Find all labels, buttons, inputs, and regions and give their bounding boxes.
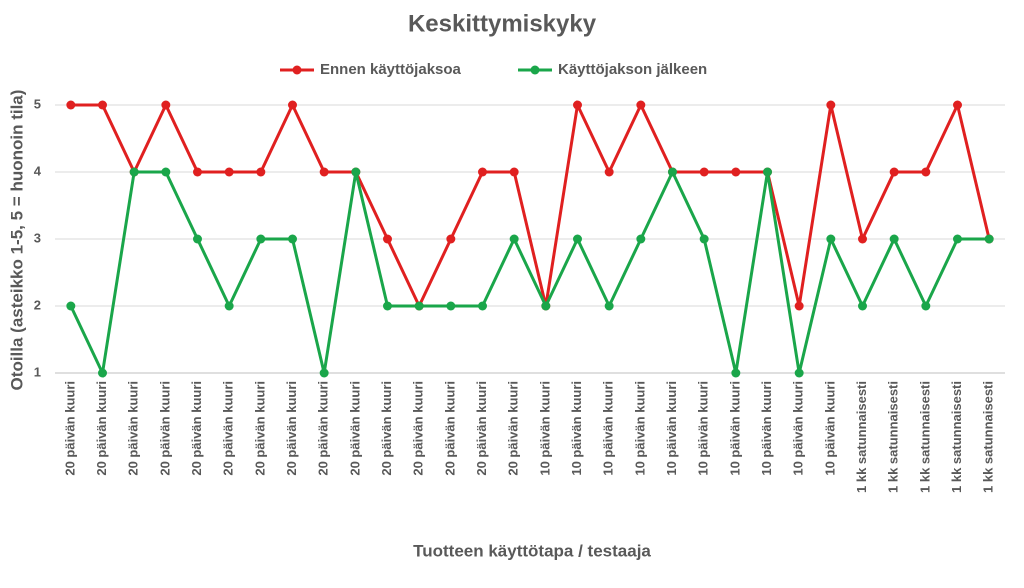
x-tick-label: 1 kk satunnaisesti [981,381,996,493]
legend-marker [292,65,302,75]
point [699,234,709,244]
y-axis-title: Otoilla (asteikko 1-5, 5 = huonoin tila) [7,90,26,391]
point [478,301,487,311]
point [446,234,456,244]
x-tick-label: 10 päivän kuuri [632,381,647,476]
x-tick-label: 10 päivän kuuri [791,381,806,476]
x-tick-label: 20 päivän kuuri [347,381,362,476]
point [889,234,899,244]
point [794,368,804,378]
x-tick-label: 20 päivän kuuri [252,381,267,476]
point [193,167,202,177]
point [66,100,76,110]
x-tick-label: 20 päivän kuuri [94,381,109,476]
point [224,301,234,311]
point [984,234,994,244]
x-tick-label: 10 päivän kuuri [569,381,584,476]
point [858,234,867,244]
x-tick-label: 10 päivän kuuri [759,381,774,476]
y-tick-label: 4 [34,163,42,178]
point [604,301,614,311]
x-tick-label: 1 kk satunnaisesti [886,381,901,493]
series-line [69,168,990,379]
point [256,167,266,177]
point [161,167,171,177]
x-tick-label: 20 päivän kuuri [189,381,204,476]
x-tick-label: 20 päivän kuuri [62,381,77,476]
point [478,167,487,177]
x-tick-label: 20 päivän kuuri [474,381,489,476]
y-tick-label: 1 [34,364,41,379]
point [509,167,519,177]
chart-title: Keskittymiskyky [408,10,597,37]
x-tick-label: 1 kk satunnaisesti [854,381,869,493]
point [256,234,266,244]
point [446,301,456,311]
y-tick-label: 3 [34,230,41,245]
point [66,301,76,311]
x-axis-title: Tuotteen käyttötapa / testaaja [413,541,651,560]
point [668,167,677,177]
point [636,234,646,244]
point [414,301,424,311]
legend-label: Ennen käyttöjaksoa [320,61,462,78]
point [573,234,582,244]
point [731,368,741,378]
x-tick-label: 10 päivän kuuri [664,381,679,476]
y-tick-label: 5 [34,96,41,111]
point [129,167,139,177]
point [383,234,392,244]
point [731,167,741,177]
point [288,234,297,244]
point [699,167,709,177]
point [224,167,234,177]
point [541,301,551,311]
legend-label: Käyttöjakson jälkeen [558,61,707,78]
point [288,100,297,110]
point [193,234,202,244]
point [161,100,171,110]
point [921,167,931,177]
point [794,301,804,311]
point [98,100,107,110]
x-tick-label: 1 kk satunnaisesti [917,381,932,493]
x-tick-label: 20 päivän kuuri [284,381,299,476]
point [858,301,867,311]
point [319,368,329,378]
x-tick-label: 1 kk satunnaisesti [949,381,964,493]
point [509,234,519,244]
x-tick-label: 20 päivän kuuri [442,381,457,476]
series-line [70,99,991,310]
point [763,167,772,177]
x-tick-label: 10 päivän kuuri [537,381,552,476]
x-tick-label: 20 päivän kuuri [126,381,141,476]
point [604,167,614,177]
point [921,301,931,311]
point [98,368,107,378]
point [953,234,962,244]
x-tick-label: 20 päivän kuuri [157,381,172,476]
x-tick-label: 10 päivän kuuri [822,381,837,476]
point [351,167,361,177]
x-tick-label: 20 päivän kuuri [221,381,236,476]
x-tick-label: 20 päivän kuuri [506,381,521,476]
x-tick-label: 10 päivän kuuri [727,381,742,476]
legend-marker [530,65,540,75]
point [953,100,962,110]
point [826,100,836,110]
x-tick-label: 20 päivän kuuri [379,381,394,476]
point [826,234,836,244]
x-tick-label: 10 päivän kuuri [696,381,711,476]
point [573,100,582,110]
x-tick-label: 20 päivän kuuri [316,381,331,476]
point [383,301,392,311]
point [319,167,329,177]
point [889,167,899,177]
x-tick-label: 10 päivän kuuri [601,381,616,476]
y-tick-label: 2 [34,297,41,312]
point [636,100,646,110]
x-tick-label: 20 päivän kuuri [411,381,426,476]
